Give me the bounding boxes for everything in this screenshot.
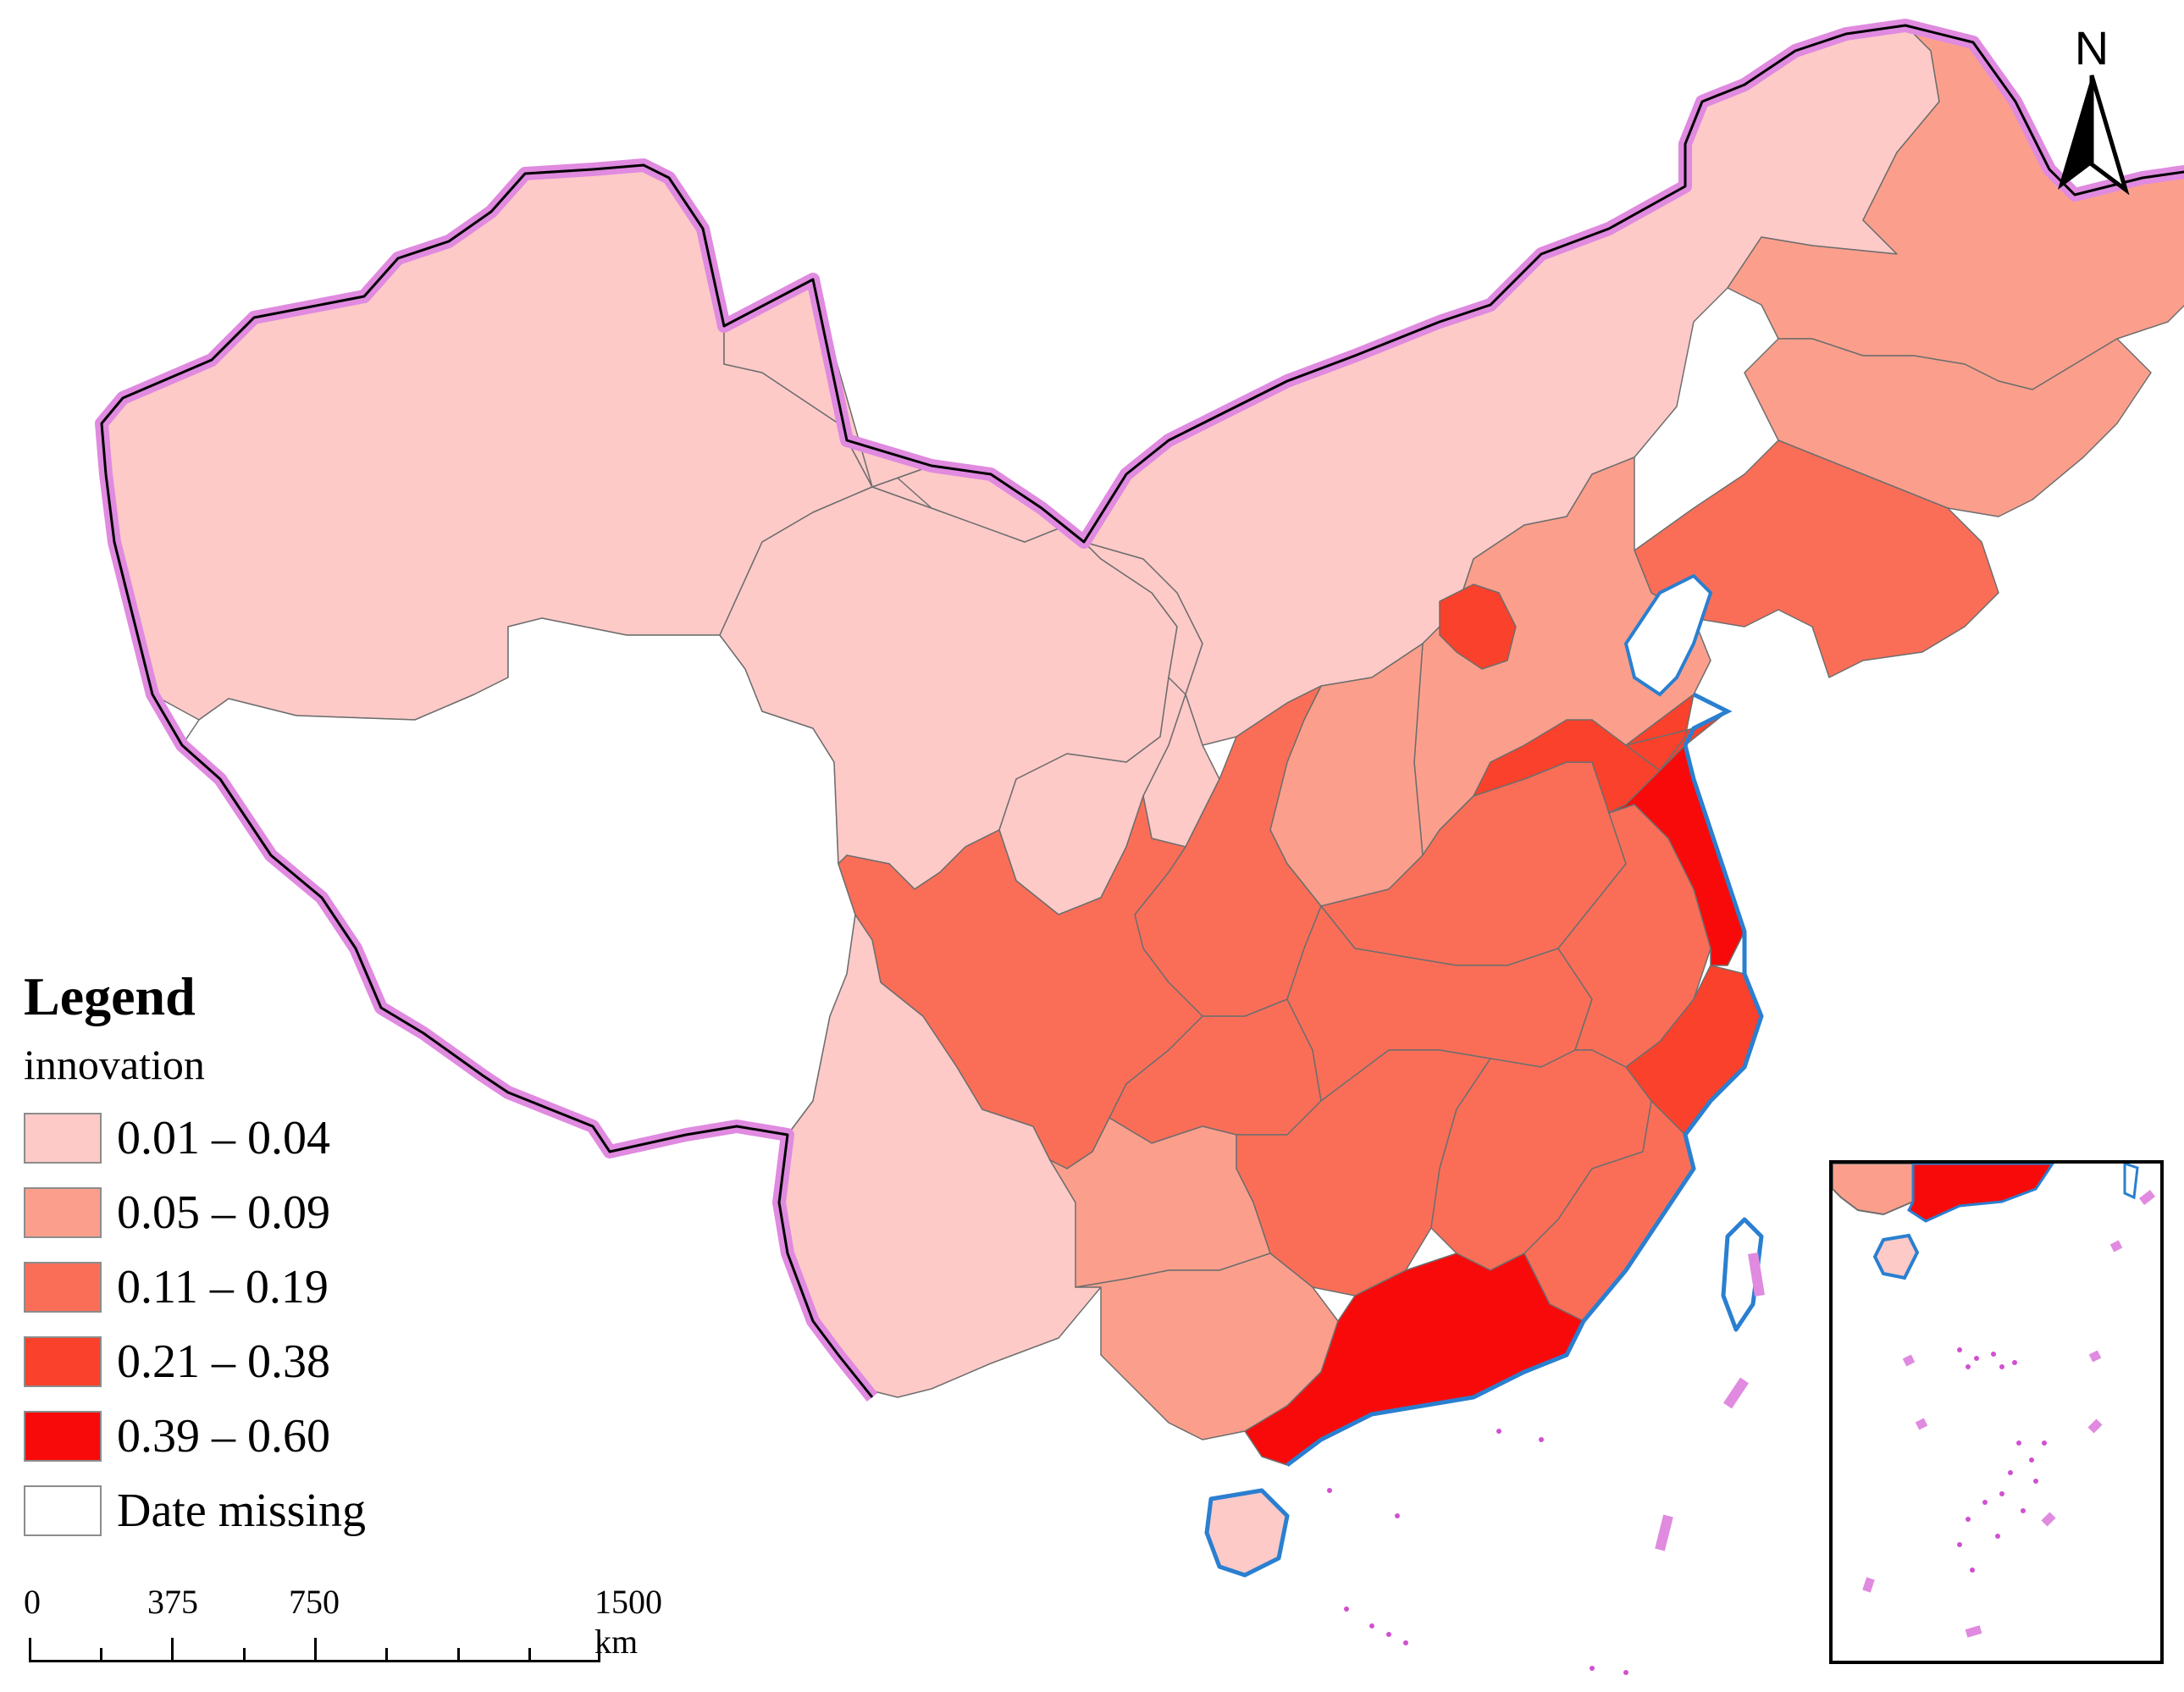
region-beijing [1439,583,1517,670]
scale-label: 0 [24,1583,41,1621]
south-china-sea-islands [1327,1252,1765,1675]
legend-label: 0.39 – 0.60 [117,1410,330,1463]
legend-field: innovation [24,1041,205,1088]
island-dot [1386,1632,1391,1637]
scale-tick [314,1638,317,1662]
legend-label: 0.11 – 0.19 [117,1261,329,1313]
south-china-sea-inset [1829,1160,2164,1664]
north-arrow-icon [2058,75,2130,196]
island-dot [1327,1488,1332,1493]
legend-item: 0.11 – 0.19 [24,1250,366,1324]
legend-swatch [24,1262,102,1313]
legend-item: Date missing [24,1474,366,1548]
border-line [100,24,2184,1398]
island-dot [1344,1606,1349,1612]
region-taiwan [1721,1217,1764,1332]
legend-item: 0.01 – 0.04 [24,1101,366,1175]
scale-label: 375 [147,1583,198,1621]
scale-label: 1500 km [594,1583,662,1661]
inset-dashed-line [1862,1190,2156,1638]
scale-tick [457,1648,460,1662]
north-arrow: N [2049,20,2134,198]
scale-tick [29,1638,31,1662]
inset-island-dots [1957,1347,2047,1573]
north-label: N [2074,21,2109,75]
island-dot [1369,1623,1374,1628]
legend-label: 0.01 – 0.04 [117,1112,330,1164]
legend-label: Date missing [117,1485,366,1537]
scale-bar: 0 375 750 1500 km [24,1582,662,1675]
scale-tick [528,1648,531,1662]
coastline [1286,692,1764,1467]
island-dot [1496,1429,1501,1434]
legend-swatch [24,1336,102,1387]
legend-swatch [24,1187,102,1238]
legend-label: 0.05 – 0.09 [117,1186,330,1239]
legend: Legend innovation 0.01 – 0.04 0.05 – 0.0… [24,965,366,1548]
maritime-boundary-dash [1748,1252,1765,1297]
scale-tick [171,1638,174,1662]
region-sichuan [838,795,1203,1169]
inset-guangdong [1907,1164,2054,1223]
island-dot [1403,1640,1408,1645]
provinces-layer [101,25,2184,1578]
national-border [95,19,2184,1467]
inset-guangxi [1833,1164,1914,1216]
scale-tick [385,1648,388,1662]
scale-tick [243,1648,246,1662]
maritime-boundary-dash [1655,1514,1673,1551]
region-hainan [1204,1488,1290,1578]
legend-title: Legend [24,966,196,1026]
inset-taiwan [2123,1164,2139,1200]
island-dot [1590,1666,1595,1671]
scale-tick [100,1648,102,1662]
scale-label: 750 [289,1583,340,1621]
maritime-boundary-dash [1723,1377,1749,1409]
legend-swatch [24,1485,102,1536]
inset-map [1833,1164,2156,1638]
legend-item: 0.05 – 0.09 [24,1175,366,1250]
island-dot [1623,1670,1628,1675]
legend-label: 0.21 – 0.38 [117,1335,330,1388]
bohai-sea [1623,573,1713,697]
island-dot [1539,1437,1544,1442]
legend-item: 0.21 – 0.38 [24,1324,366,1399]
scale-tick [598,1638,600,1662]
legend-item: 0.39 – 0.60 [24,1399,366,1474]
legend-swatch [24,1113,102,1164]
island-dot [1395,1513,1400,1518]
inset-hainan [1872,1233,1920,1280]
legend-swatch [24,1411,102,1462]
